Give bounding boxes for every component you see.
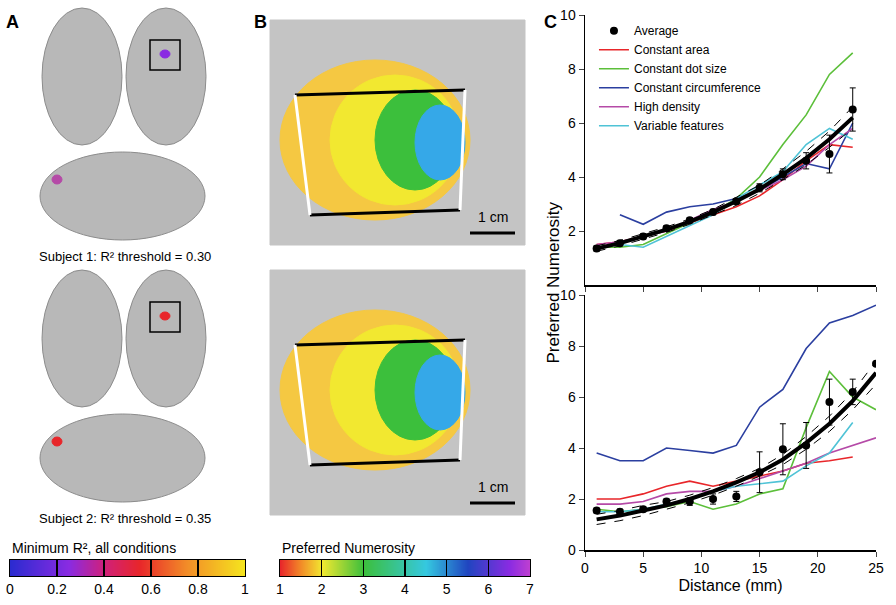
svg-text:Minimum R², all conditions: Minimum R², all conditions [12,540,176,556]
svg-text:Constant area: Constant area [634,43,710,57]
svg-text:8: 8 [568,61,576,77]
svg-text:10: 10 [560,287,576,303]
svg-text:0.2: 0.2 [47,581,67,597]
svg-text:1: 1 [241,581,249,597]
svg-text:5: 5 [443,581,451,597]
svg-text:1 cm: 1 cm [478,209,508,225]
svg-text:10: 10 [694,560,710,576]
svg-text:B: B [254,12,267,32]
svg-text:Average: Average [634,24,679,38]
svg-text:6: 6 [484,581,492,597]
svg-text:Constant dot size: Constant dot size [634,62,727,76]
svg-text:0.4: 0.4 [94,581,114,597]
svg-text:0: 0 [568,542,576,558]
svg-text:4: 4 [401,581,409,597]
svg-text:2: 2 [318,581,326,597]
svg-text:Subject 2: R² threshold = 0.35: Subject 2: R² threshold = 0.35 [39,511,211,526]
svg-text:Preferred Numerosity: Preferred Numerosity [544,201,563,363]
svg-text:4: 4 [568,169,576,185]
svg-text:0: 0 [6,581,14,597]
svg-text:6: 6 [568,115,576,131]
svg-text:20: 20 [810,560,826,576]
svg-text:5: 5 [639,560,647,576]
svg-text:15: 15 [752,560,768,576]
svg-text:10: 10 [560,7,576,23]
svg-text:0.6: 0.6 [141,581,161,597]
svg-text:Constant circumference: Constant circumference [634,81,761,95]
svg-text:C: C [544,12,557,32]
svg-text:25: 25 [868,560,884,576]
svg-text:1 cm: 1 cm [478,479,508,495]
svg-text:3: 3 [359,581,367,597]
svg-text:8: 8 [568,338,576,354]
svg-text:7: 7 [526,581,534,597]
svg-text:0.8: 0.8 [188,581,208,597]
svg-text:Subject 1: R² threshold = 0.30: Subject 1: R² threshold = 0.30 [39,249,211,264]
svg-text:2: 2 [568,491,576,507]
svg-text:Preferred Numerosity: Preferred Numerosity [282,540,415,556]
svg-text:4: 4 [568,440,576,456]
svg-text:Variable features: Variable features [634,119,724,133]
svg-text:Distance (mm): Distance (mm) [678,577,782,594]
svg-text:0: 0 [581,560,589,576]
svg-text:1: 1 [276,581,284,597]
svg-text:2: 2 [568,223,576,239]
svg-text:A: A [6,12,19,32]
svg-text:6: 6 [568,389,576,405]
svg-text:High density: High density [634,100,700,114]
